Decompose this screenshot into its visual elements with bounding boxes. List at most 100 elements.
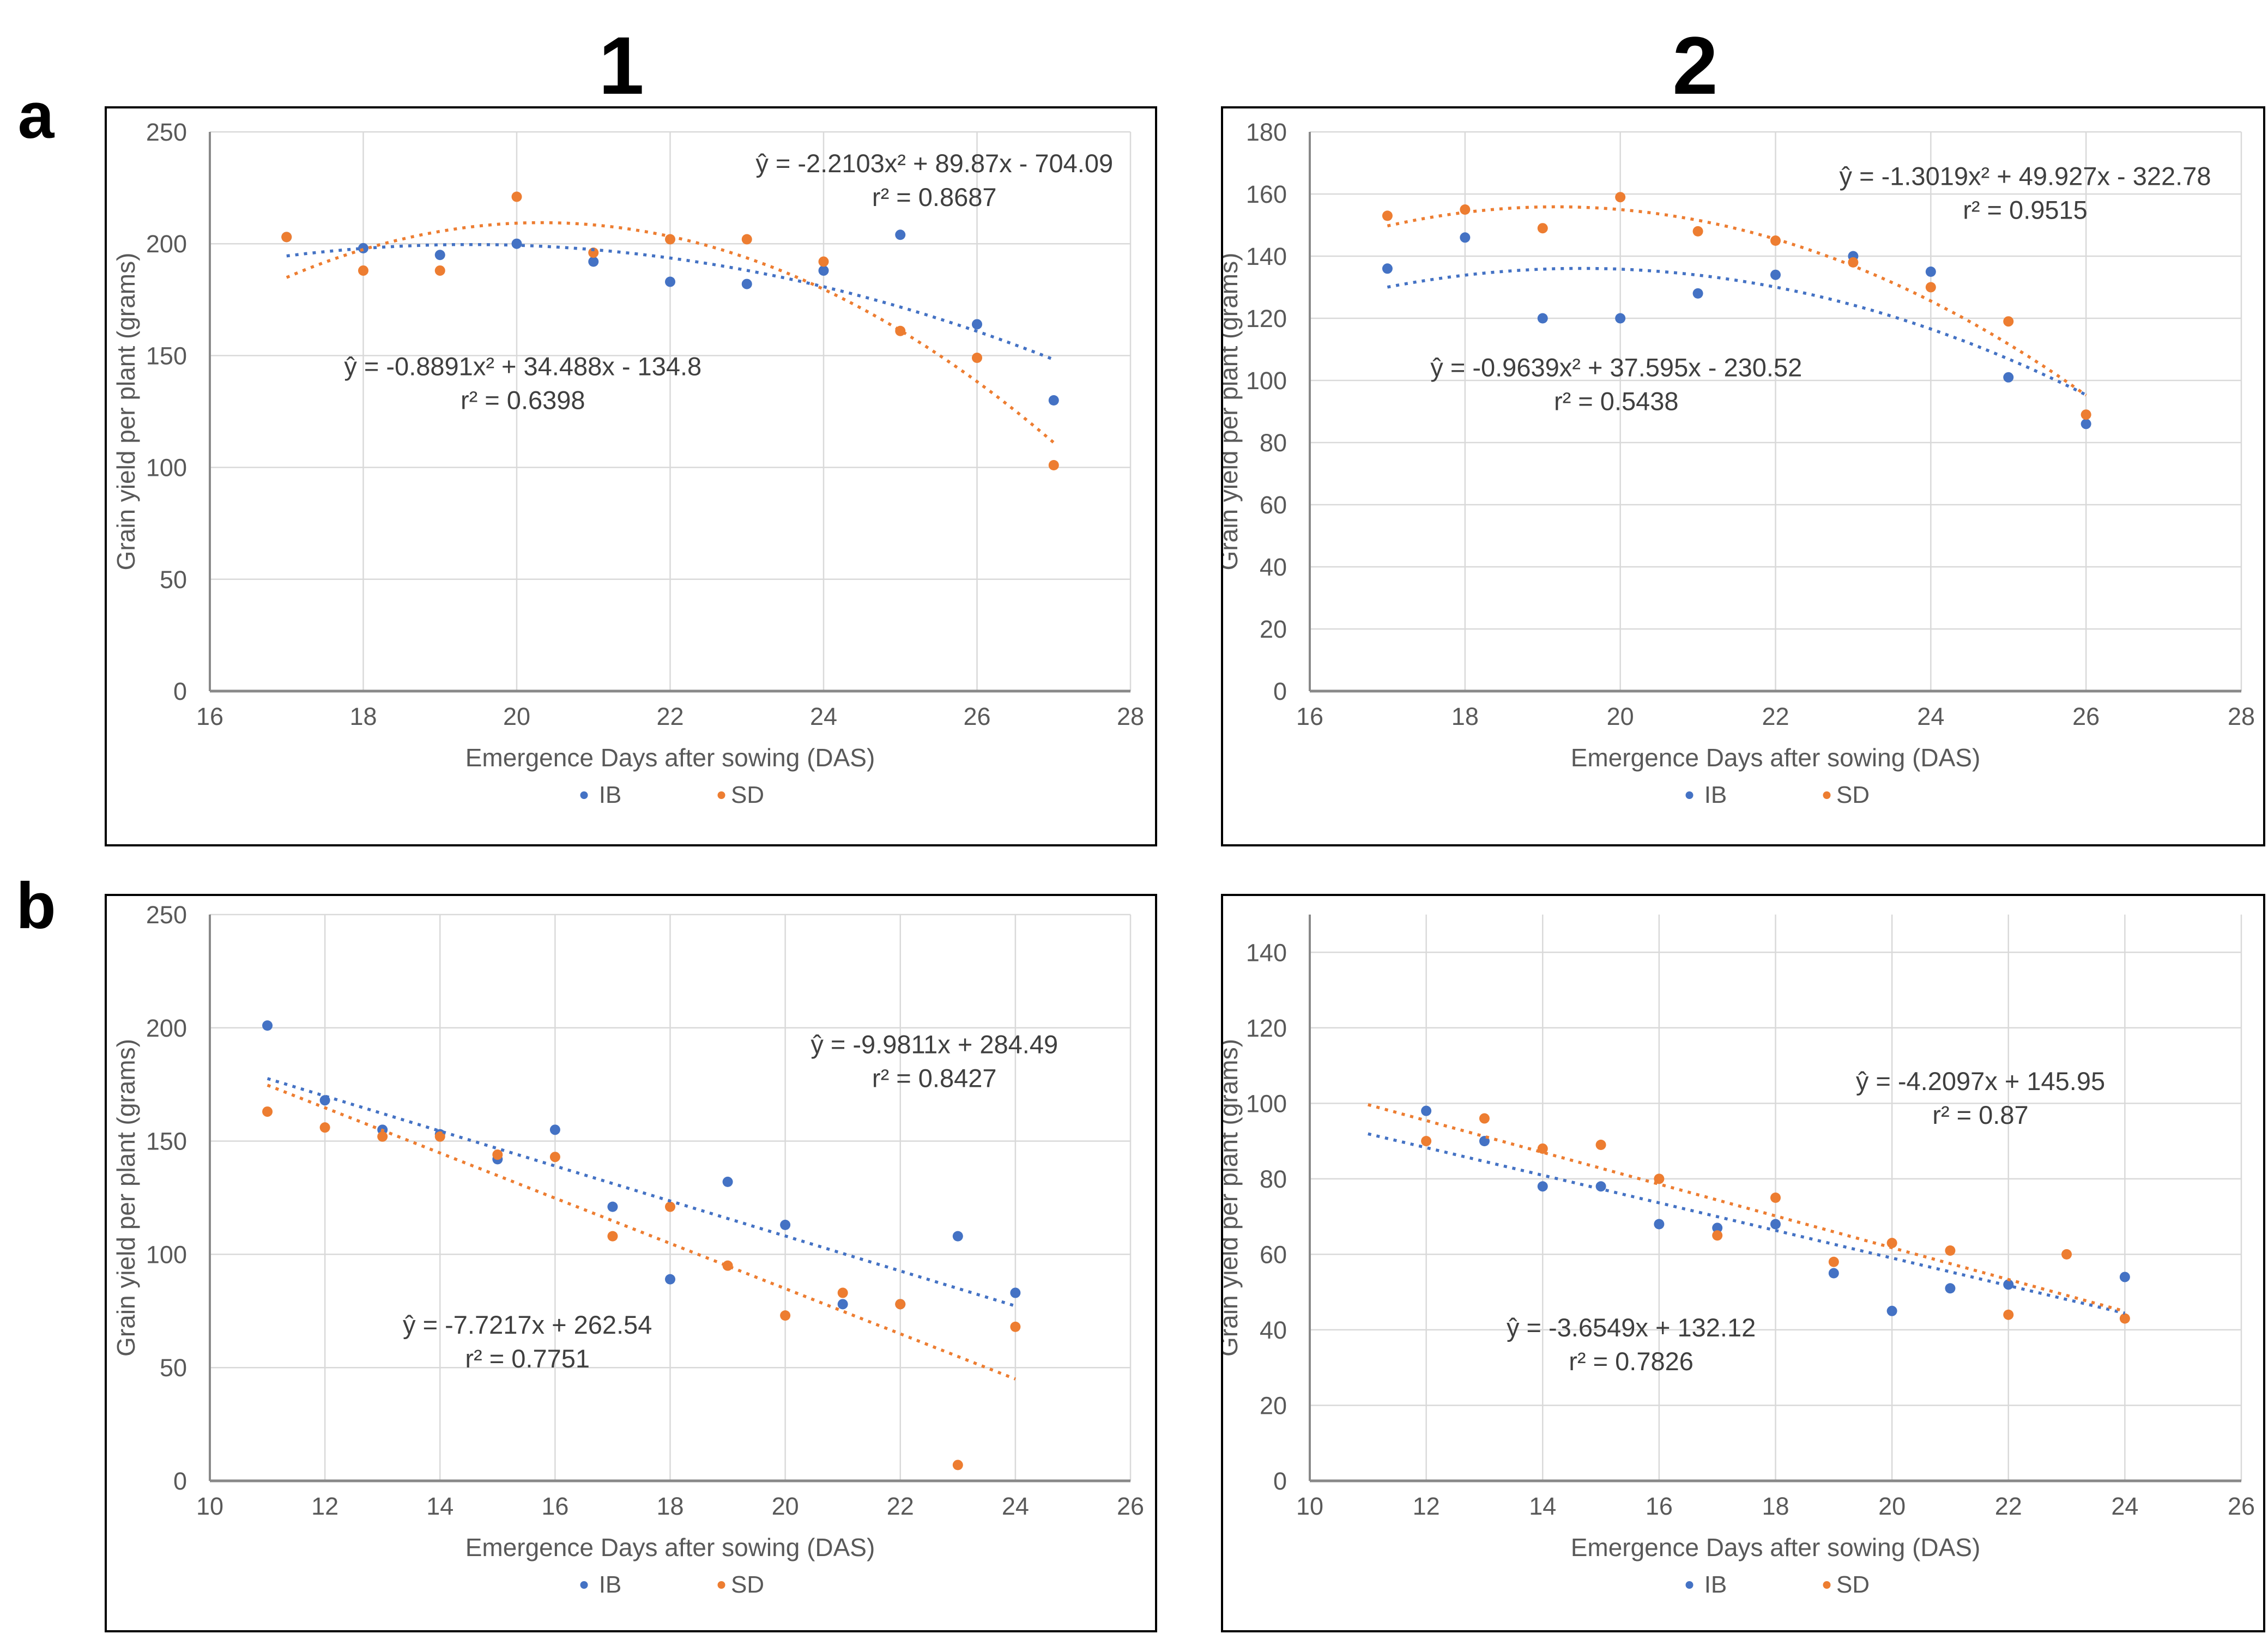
data-point-ib — [434, 250, 445, 261]
x-tick-label: 24 — [2111, 1492, 2138, 1520]
row-label-a: a — [17, 79, 55, 152]
data-point-ib — [549, 1124, 560, 1135]
data-point-sd — [511, 191, 522, 202]
x-tick-label: 18 — [349, 703, 377, 730]
data-point-sd — [2061, 1249, 2072, 1260]
y-tick-label: 0 — [173, 1467, 187, 1495]
x-tick-label: 26 — [963, 703, 990, 730]
y-axis-title: Grain yield per plant (grams) — [112, 253, 140, 571]
data-point-sd — [2003, 1309, 2014, 1320]
trendline-sd — [267, 1084, 1016, 1381]
data-point-ib — [741, 279, 752, 289]
data-point-ib — [1460, 232, 1471, 243]
data-point-sd — [1479, 1113, 1490, 1124]
data-point-ib — [895, 229, 906, 240]
y-tick-label: 180 — [1246, 118, 1287, 146]
y-tick-label: 80 — [1260, 429, 1287, 457]
data-point-sd — [665, 234, 675, 245]
y-tick-label: 200 — [146, 1014, 187, 1042]
x-tick-label: 24 — [810, 703, 837, 730]
equation-label: ŷ = -4.2097x + 145.95 — [1856, 1067, 2105, 1096]
data-point-ib — [1010, 1287, 1021, 1298]
x-tick-label: 18 — [1451, 703, 1479, 730]
data-point-sd — [741, 234, 752, 245]
data-point-ib — [1770, 1219, 1781, 1230]
data-point-sd — [1615, 192, 1626, 203]
data-point-ib — [1945, 1283, 1956, 1294]
y-tick-label: 100 — [146, 454, 187, 482]
data-point-sd — [358, 265, 368, 276]
data-point-sd — [1010, 1321, 1021, 1332]
y-tick-label: 250 — [146, 901, 187, 929]
data-point-sd — [1537, 223, 1548, 234]
data-point-ib — [818, 265, 829, 276]
x-tick-label: 22 — [1762, 703, 1789, 730]
y-axis-title: Grain yield per plant (grams) — [1221, 253, 1243, 571]
y-tick-label: 50 — [160, 566, 187, 594]
x-tick-label: 16 — [1646, 1492, 1673, 1520]
data-point-ib — [952, 1231, 963, 1242]
equation-label: r² = 0.5438 — [1554, 386, 1679, 415]
chart-svg-b1: ŷ = -9.9811x + 284.49 r² = 0.8427 ŷ = -7.7… — [105, 894, 1157, 1632]
equation-label: r² = 0.9515 — [1963, 195, 2088, 224]
data-point-sd — [837, 1287, 848, 1298]
data-point-sd — [665, 1201, 675, 1212]
data-point-sd — [319, 1122, 330, 1133]
x-tick-label: 14 — [426, 1492, 453, 1520]
legend-dot-ib — [1685, 1581, 1694, 1589]
y-tick-label: 100 — [1246, 1090, 1287, 1117]
data-point-sd — [588, 247, 599, 258]
data-point-ib — [262, 1020, 273, 1031]
y-tick-label: 40 — [1260, 1316, 1287, 1344]
equation-label: r² = 0.7826 — [1569, 1347, 1694, 1376]
legend-dot-ib — [1685, 791, 1694, 799]
x-tick-label: 10 — [196, 1492, 223, 1520]
data-point-ib — [1770, 269, 1781, 280]
data-point-sd — [818, 256, 829, 267]
y-tick-label: 250 — [146, 118, 187, 146]
x-tick-label: 20 — [1878, 1492, 1906, 1520]
data-point-sd — [434, 1131, 445, 1142]
x-tick-label: 16 — [1296, 703, 1323, 730]
data-point-sd — [1770, 1193, 1781, 1203]
data-point-sd — [780, 1310, 791, 1321]
data-point-ib — [1615, 313, 1626, 324]
x-tick-label: 18 — [656, 1492, 684, 1520]
data-point-sd — [2003, 316, 2014, 327]
data-point-sd — [1595, 1140, 1606, 1151]
x-tick-label: 22 — [1995, 1492, 2022, 1520]
data-point-ib — [837, 1299, 848, 1310]
x-tick-label: 26 — [2072, 703, 2100, 730]
column-header-1: 1 — [598, 20, 644, 111]
data-point-sd — [1382, 210, 1393, 221]
data-point-ib — [665, 1274, 675, 1285]
trendline-sd — [286, 221, 1055, 444]
legend-label-ib: IB — [1704, 1571, 1727, 1598]
y-tick-label: 160 — [1246, 180, 1287, 208]
trendline-ib — [1368, 1132, 2126, 1315]
equation-label: r² = 0.87 — [1932, 1100, 2028, 1129]
x-axis-title: Emergence Days after sowing (DAS) — [465, 743, 875, 772]
legend-dot-ib — [580, 1581, 588, 1589]
x-axis-title: Emergence Days after sowing (DAS) — [1571, 1533, 1981, 1562]
row-label-b: b — [16, 869, 56, 942]
y-axis-title: Grain yield per plant (grams) — [1221, 1039, 1243, 1357]
x-tick-label: 12 — [311, 1492, 338, 1520]
data-point-ib — [1537, 313, 1548, 324]
y-tick-label: 50 — [160, 1354, 187, 1382]
y-tick-label: 0 — [173, 677, 187, 705]
trendline-ib — [286, 243, 1055, 361]
y-tick-label: 80 — [1260, 1165, 1287, 1193]
data-point-ib — [588, 256, 599, 267]
legend-label-sd: SD — [731, 1571, 764, 1598]
trendline-ib — [267, 1077, 1016, 1308]
y-tick-label: 0 — [1273, 677, 1287, 705]
chart-frame-border — [1221, 894, 2265, 1632]
data-point-ib — [2080, 419, 2091, 429]
chart-b2-grain-yield-vs-emergence: ŷ = -4.2097x + 145.95 r² = 0.87 ŷ = -3.654… — [1214, 894, 2265, 1632]
chart-svg-a1: ŷ = -2.2103x² + 89.87x - 704.09 r² = 0.86… — [105, 106, 1157, 846]
y-axis-title: Grain yield per plant (grams) — [112, 1039, 140, 1357]
equation-label: ŷ = -0.9639x² + 37.595x - 230.52 — [1430, 353, 1802, 382]
data-point-ib — [2003, 1279, 2014, 1290]
